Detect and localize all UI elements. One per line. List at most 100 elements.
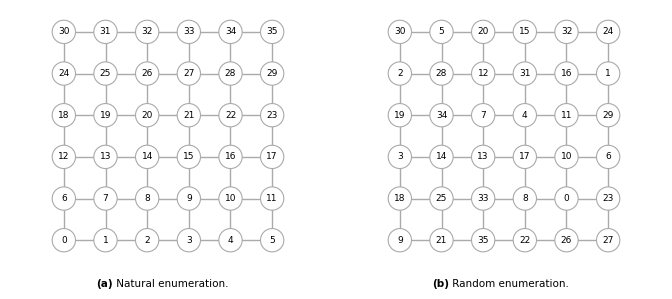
Text: 32: 32 [142, 28, 153, 36]
Text: 33: 33 [183, 28, 195, 36]
Text: 28: 28 [225, 69, 236, 78]
Text: 9: 9 [397, 236, 403, 245]
Circle shape [94, 20, 117, 44]
Text: 14: 14 [436, 152, 447, 161]
Circle shape [513, 62, 536, 85]
Circle shape [597, 187, 620, 210]
Circle shape [177, 228, 200, 252]
Circle shape [472, 145, 495, 169]
Circle shape [472, 103, 495, 127]
Text: Random enumeration.: Random enumeration. [449, 279, 569, 289]
Circle shape [219, 103, 242, 127]
Circle shape [388, 145, 411, 169]
Text: (a): (a) [96, 279, 112, 289]
Text: 17: 17 [266, 152, 278, 161]
Circle shape [597, 20, 620, 44]
Circle shape [388, 103, 411, 127]
Text: 24: 24 [603, 28, 614, 36]
Text: 32: 32 [561, 28, 572, 36]
Circle shape [597, 103, 620, 127]
Circle shape [555, 228, 578, 252]
Text: 25: 25 [100, 69, 111, 78]
Circle shape [94, 187, 117, 210]
Text: 30: 30 [394, 28, 406, 36]
Circle shape [94, 103, 117, 127]
Text: 20: 20 [478, 28, 489, 36]
Text: 34: 34 [436, 111, 447, 120]
Text: 10: 10 [224, 194, 237, 203]
Circle shape [430, 187, 453, 210]
Text: 4: 4 [522, 111, 528, 120]
Text: 13: 13 [99, 152, 112, 161]
Circle shape [430, 103, 453, 127]
Circle shape [430, 228, 453, 252]
Text: 5: 5 [269, 236, 275, 245]
Circle shape [472, 187, 495, 210]
Text: 35: 35 [266, 28, 278, 36]
Text: 25: 25 [436, 194, 447, 203]
Text: 15: 15 [183, 152, 195, 161]
Text: 7: 7 [103, 194, 108, 203]
Circle shape [177, 62, 200, 85]
Text: 34: 34 [225, 28, 236, 36]
Text: 29: 29 [267, 69, 278, 78]
Circle shape [388, 62, 411, 85]
Text: 3: 3 [186, 236, 192, 245]
Text: 28: 28 [436, 69, 447, 78]
Circle shape [513, 228, 536, 252]
Circle shape [261, 228, 284, 252]
Text: 22: 22 [519, 236, 530, 245]
Circle shape [136, 20, 159, 44]
Text: 0: 0 [61, 236, 67, 245]
Circle shape [52, 103, 75, 127]
Circle shape [177, 20, 200, 44]
Text: 30: 30 [58, 28, 70, 36]
Text: 29: 29 [603, 111, 614, 120]
Text: 13: 13 [477, 152, 489, 161]
Circle shape [136, 228, 159, 252]
Text: Natural enumeration.: Natural enumeration. [113, 279, 228, 289]
Text: 18: 18 [394, 194, 406, 203]
Text: 20: 20 [142, 111, 153, 120]
Circle shape [388, 228, 411, 252]
Text: 35: 35 [477, 236, 489, 245]
Circle shape [513, 187, 536, 210]
Text: 7: 7 [480, 111, 486, 120]
Text: 5: 5 [439, 28, 444, 36]
Text: 9: 9 [186, 194, 192, 203]
Circle shape [136, 145, 159, 169]
Circle shape [52, 145, 75, 169]
Circle shape [430, 145, 453, 169]
Circle shape [472, 62, 495, 85]
Circle shape [430, 20, 453, 44]
Text: 21: 21 [183, 111, 194, 120]
Circle shape [388, 187, 411, 210]
Text: 18: 18 [58, 111, 70, 120]
Text: 3: 3 [397, 152, 403, 161]
Text: 23: 23 [603, 194, 614, 203]
Circle shape [261, 20, 284, 44]
Text: 19: 19 [99, 111, 112, 120]
Text: 22: 22 [225, 111, 236, 120]
Circle shape [52, 228, 75, 252]
Text: 26: 26 [142, 69, 153, 78]
Circle shape [555, 62, 578, 85]
Text: (b): (b) [431, 279, 449, 289]
Text: 4: 4 [228, 236, 233, 245]
Circle shape [94, 145, 117, 169]
Circle shape [261, 187, 284, 210]
Circle shape [177, 145, 200, 169]
Text: 21: 21 [436, 236, 447, 245]
Circle shape [430, 62, 453, 85]
Circle shape [261, 145, 284, 169]
Circle shape [219, 145, 242, 169]
Circle shape [52, 62, 75, 85]
Text: 0: 0 [564, 194, 569, 203]
Circle shape [388, 20, 411, 44]
Circle shape [555, 103, 578, 127]
Text: 6: 6 [605, 152, 611, 161]
Circle shape [94, 62, 117, 85]
Circle shape [219, 62, 242, 85]
Text: 24: 24 [58, 69, 69, 78]
Circle shape [177, 187, 200, 210]
